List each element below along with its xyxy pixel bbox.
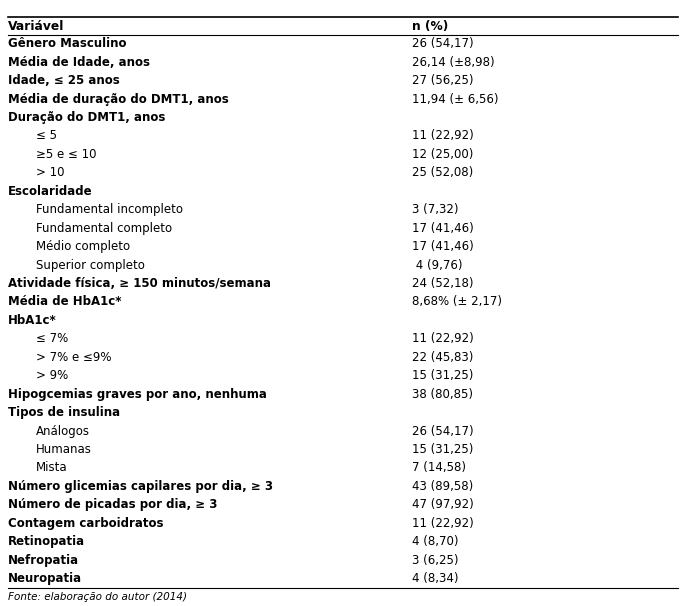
Text: HbA1c*: HbA1c* [8,314,57,327]
Text: 26 (54,17): 26 (54,17) [412,425,473,438]
Text: n (%): n (%) [412,19,448,33]
Text: Número de picadas por dia, ≥ 3: Número de picadas por dia, ≥ 3 [8,498,217,511]
Text: Média de Idade, anos: Média de Idade, anos [8,56,150,68]
Text: 3 (7,32): 3 (7,32) [412,203,458,216]
Text: 11,94 (± 6,56): 11,94 (± 6,56) [412,93,498,105]
Text: Número glicemias capilares por dia, ≥ 3: Número glicemias capilares por dia, ≥ 3 [8,480,273,493]
Text: 43 (89,58): 43 (89,58) [412,480,473,493]
Text: Fonte: elaboração do autor (2014): Fonte: elaboração do autor (2014) [8,592,187,602]
Text: Hipogcemias graves por ano, nenhuma: Hipogcemias graves por ano, nenhuma [8,388,267,401]
Text: 15 (31,25): 15 (31,25) [412,369,473,382]
Text: Média de duração do DMT1, anos: Média de duração do DMT1, anos [8,93,229,105]
Text: 11 (22,92): 11 (22,92) [412,332,473,345]
Text: Superior completo: Superior completo [36,259,145,271]
Text: 26,14 (±8,98): 26,14 (±8,98) [412,56,494,68]
Text: Fundamental completo: Fundamental completo [36,222,172,235]
Text: 27 (56,25): 27 (56,25) [412,74,473,87]
Text: Humanas: Humanas [36,443,91,456]
Text: 38 (80,85): 38 (80,85) [412,388,473,401]
Text: Duração do DMT1, anos: Duração do DMT1, anos [8,111,165,124]
Text: Idade, ≤ 25 anos: Idade, ≤ 25 anos [8,74,120,87]
Text: 22 (45,83): 22 (45,83) [412,351,473,364]
Text: Tipos de insulina: Tipos de insulina [8,406,120,419]
Text: 12 (25,00): 12 (25,00) [412,148,473,161]
Text: Médio completo: Médio completo [36,240,130,253]
Text: Retinopatia: Retinopatia [8,535,85,548]
Text: 47 (97,92): 47 (97,92) [412,498,473,511]
Text: ≥5 e ≤ 10: ≥5 e ≤ 10 [36,148,96,161]
Text: Atividade física, ≥ 150 minutos/semana: Atividade física, ≥ 150 minutos/semana [8,277,271,290]
Text: > 7% e ≤9%: > 7% e ≤9% [36,351,111,364]
Text: Contagem carboidratos: Contagem carboidratos [8,517,164,530]
Text: > 9%: > 9% [36,369,68,382]
Text: ≤ 7%: ≤ 7% [36,332,68,345]
Text: Neuropatia: Neuropatia [8,572,82,585]
Text: 11 (22,92): 11 (22,92) [412,130,473,142]
Text: ≤ 5: ≤ 5 [36,130,57,142]
Text: 7 (14,58): 7 (14,58) [412,461,466,474]
Text: Escolaridade: Escolaridade [8,185,93,198]
Text: Média de HbA1c*: Média de HbA1c* [8,296,121,308]
Text: 26 (54,17): 26 (54,17) [412,37,473,50]
Text: 25 (52,08): 25 (52,08) [412,167,473,179]
Text: Gênero Masculino: Gênero Masculino [8,37,127,50]
Text: 11 (22,92): 11 (22,92) [412,517,473,530]
Text: > 10: > 10 [36,167,64,179]
Text: Nefropatia: Nefropatia [8,554,80,567]
Text: Análogos: Análogos [36,425,90,438]
Text: 3 (6,25): 3 (6,25) [412,554,458,567]
Text: Fundamental incompleto: Fundamental incompleto [36,203,182,216]
Text: Variável: Variável [8,19,64,33]
Text: 4 (8,34): 4 (8,34) [412,572,458,585]
Text: 24 (52,18): 24 (52,18) [412,277,473,290]
Text: 15 (31,25): 15 (31,25) [412,443,473,456]
Text: 17 (41,46): 17 (41,46) [412,222,473,235]
Text: 17 (41,46): 17 (41,46) [412,240,473,253]
Text: 4 (8,70): 4 (8,70) [412,535,458,548]
Text: 8,68% (± 2,17): 8,68% (± 2,17) [412,296,501,308]
Text: 4 (9,76): 4 (9,76) [412,259,462,271]
Text: Mista: Mista [36,461,67,474]
